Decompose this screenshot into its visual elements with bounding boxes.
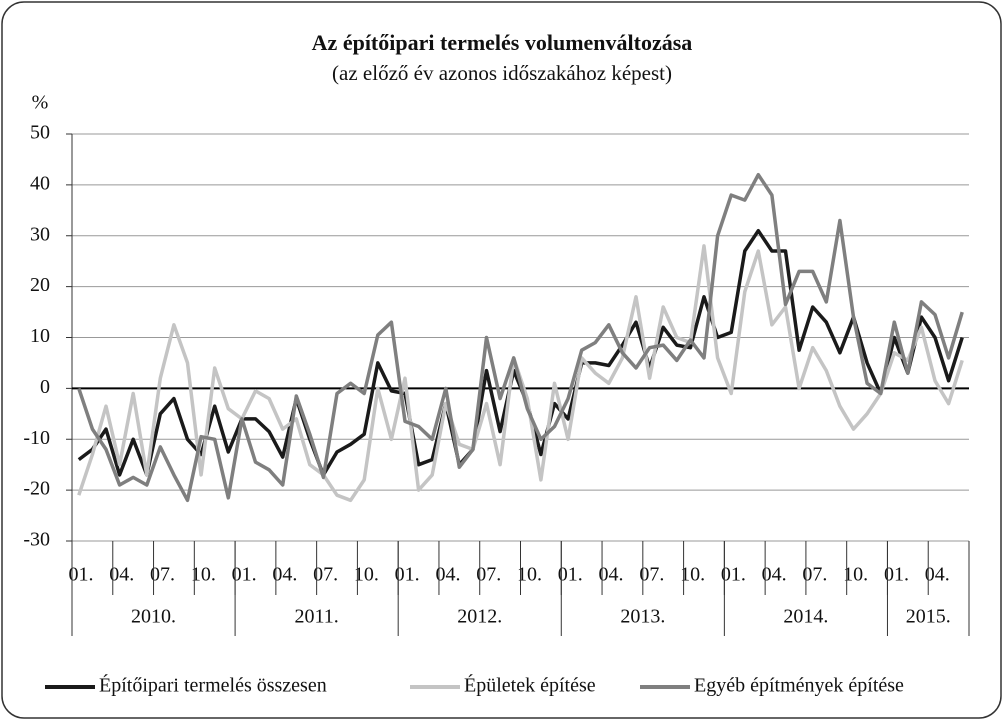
y-tick-label: 30	[30, 223, 50, 245]
year-label: 2014.	[783, 606, 828, 628]
x-tick-label: 07.	[639, 564, 664, 586]
y-tick-label: -20	[23, 478, 50, 500]
x-tick-label: 10.	[843, 564, 868, 586]
x-tick-label: 07.	[313, 564, 338, 586]
x-tick-label: 01.	[721, 564, 746, 586]
legend-label: Egyéb építmények építése	[694, 675, 904, 697]
chart-subtitle: (az előző év azonos időszakához képest)	[332, 61, 672, 85]
x-tick-label: 10.	[517, 564, 542, 586]
x-tick-label: 07.	[476, 564, 501, 586]
x-tick-label: 07.	[802, 564, 827, 586]
x-tick-label: 10.	[354, 564, 379, 586]
x-tick-label: 01.	[395, 564, 420, 586]
x-tick-label: 01.	[884, 564, 909, 586]
x-tick-label: 01.	[69, 564, 94, 586]
x-tick-label: 10.	[680, 564, 705, 586]
y-tick-label: -30	[23, 529, 50, 551]
x-tick-label: 04.	[762, 564, 787, 586]
series-line	[77, 172, 964, 503]
x-tick-label: 04.	[599, 564, 624, 586]
year-label: 2012.	[457, 606, 502, 628]
year-label: 2013.	[620, 606, 665, 628]
y-tick-label: 0	[40, 376, 50, 398]
legend-label: Építőipari termelés összesen	[99, 674, 327, 697]
chart-title: Az építőipari termelés volumenváltozása	[312, 30, 693, 55]
year-label: 2010.	[131, 606, 176, 628]
y-tick-label: -10	[23, 427, 50, 449]
year-label: 2011.	[295, 606, 339, 628]
y-tick-label: 40	[30, 172, 50, 194]
y-axis-label: %	[32, 92, 49, 114]
x-tick-label: 01.	[232, 564, 257, 586]
x-tick-label: 01.	[558, 564, 583, 586]
legend-label: Épületek építése	[464, 674, 596, 697]
x-tick-label: 04.	[925, 564, 950, 586]
y-tick-label: 10	[30, 325, 50, 347]
year-label: 2015.	[906, 606, 951, 628]
x-tick-label: 07.	[150, 564, 175, 586]
x-tick-label: 04.	[272, 564, 297, 586]
x-tick-label: 10.	[191, 564, 216, 586]
y-tick-label: 50	[30, 122, 50, 144]
y-tick-label: 20	[30, 274, 50, 296]
x-tick-label: 04.	[435, 564, 460, 586]
x-tick-label: 04.	[109, 564, 134, 586]
